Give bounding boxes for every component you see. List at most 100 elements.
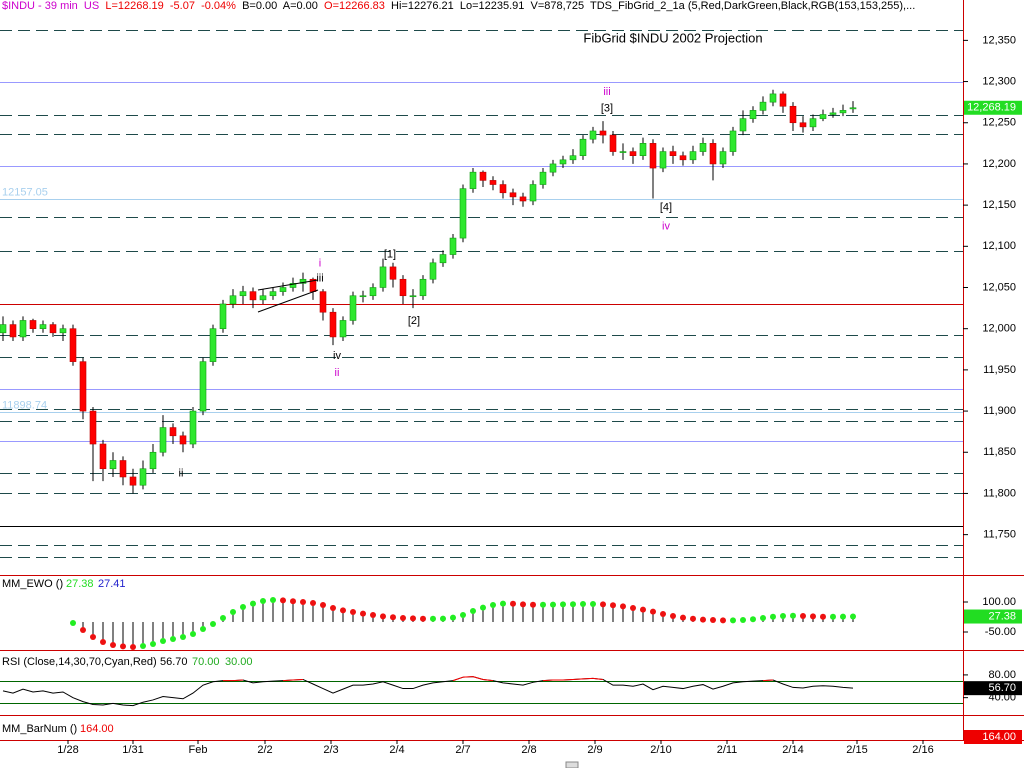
ewo-dot [650,608,656,615]
candle-body [409,295,417,298]
last-value-label: 56.70 [988,682,1016,694]
ewo-dot [90,634,96,640]
candle-body [699,143,707,152]
y-tick-label: 12,200 [982,158,1016,170]
y-tick-label: 11,950 [983,364,1016,376]
candle-body [479,171,487,181]
x-tick-label: 2/9 [587,744,602,756]
candle-body [449,237,457,255]
ewo-dot [80,627,86,633]
ewo-dot [570,601,576,608]
candle-body [119,460,127,478]
ewo-dot [70,620,76,626]
ewo-dot [540,601,546,608]
candle-body [189,410,197,445]
ewo-dot [620,603,626,610]
ewo-dot [260,598,266,604]
candle-body [379,266,387,288]
candle-body [589,130,597,140]
rsi-overbought [292,678,304,681]
ewo-dot [630,605,636,611]
scroll-thumb[interactable] [565,761,579,768]
ewo-dot [190,631,196,637]
candle-body [529,184,537,202]
x-tick-label: 2/10 [650,744,671,756]
x-tick-label: 2/15 [846,744,867,756]
x-tick-label: 2/2 [257,744,272,756]
y-tick-label: 11,750 [983,529,1016,541]
x-tick-label: 2/11 [717,744,738,756]
level-label: 12157.05 [2,186,48,198]
grid-layer: 12157.05 11898.74 [0,30,963,704]
candle-body [619,151,627,153]
high: Hi=12276.21 [391,0,454,12]
ewo-dot [810,613,816,620]
ewo-dot [290,598,296,605]
y-tick-label: -50.00 [985,626,1016,638]
rsi-overbought [462,676,474,678]
bid: B=0.00 [242,0,277,12]
ewo-dot [660,611,666,617]
level-label: 11898.74 [2,399,47,411]
ewo-dot [350,609,356,615]
candle-body [609,134,617,152]
wave-label: iv [333,350,341,362]
pane-title: MM_EWO () [2,578,63,590]
ewo-dot [330,605,336,611]
header: $INDU - 39 min US L=12268.19 -5.07 -0.04… [2,0,915,12]
candle-body [19,320,27,338]
candle-body [0,324,7,334]
candle-body [829,112,837,115]
candle-body [849,107,857,110]
candle-body [679,155,687,161]
ewo-dot [740,617,746,623]
ewo-dot [770,613,776,620]
x-tick-label: 2/16 [912,744,933,756]
candle-body [519,196,527,202]
ewo-dot [440,615,446,622]
ewo-dot [200,626,206,632]
y-tick-label: 12,150 [982,199,1016,211]
ewo-dot [180,634,186,640]
ewo-dot [140,643,146,649]
candle-body [49,324,57,334]
candle-body [159,427,167,453]
rsi-overbought [582,677,594,680]
ewo-dot [410,615,416,622]
ewo-dot [110,642,116,648]
candle-body [639,143,647,156]
wave-label: [1] [384,248,396,260]
candle-body [149,451,157,470]
ewo-dot [520,601,526,608]
candle-body [89,410,97,445]
candle-body [459,188,467,239]
ewo-dot [820,613,826,620]
last-value-box [964,100,1022,115]
ewo-dot [230,609,236,615]
ewo-dot [780,613,786,619]
candle-body [9,324,17,338]
candle-body [709,143,717,165]
rsi-overbought [562,678,574,681]
ewo-dot [100,639,106,645]
ewo-dot [240,604,246,610]
candle-body [569,155,577,161]
ewo-dot [670,613,676,619]
ewo-dot [500,600,506,607]
ewo-dot [530,601,536,608]
candle-body [649,143,657,169]
wave-label: [3] [601,103,613,115]
rsi-overbought [542,679,554,682]
ewo-dot [510,600,516,607]
ewo-dot [710,617,716,623]
candle-body [629,151,637,156]
candle-body [669,151,677,156]
ewo-dot [340,607,346,614]
candle-body [429,262,437,280]
wave-label: [4] [660,201,672,213]
candle-body [59,328,67,334]
ewo-dot [720,617,726,624]
candle-body [779,93,787,107]
ewo-dot [830,613,836,620]
